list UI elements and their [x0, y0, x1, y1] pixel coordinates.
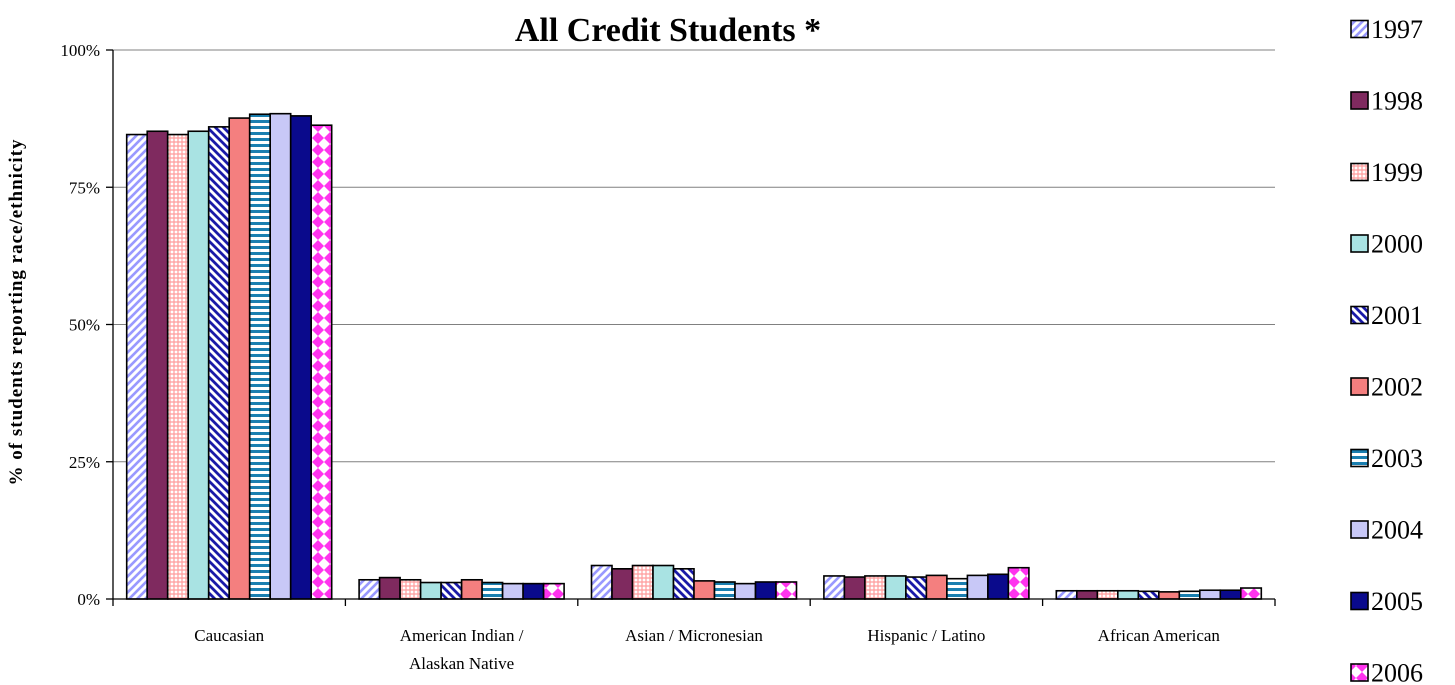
- x-tick-label: Alaskan Native: [409, 654, 514, 673]
- legend-swatch-2002: [1350, 377, 1369, 396]
- bar-2003: [481, 581, 504, 600]
- bar-1999: [1096, 589, 1119, 600]
- legend-label: 2000: [1371, 230, 1423, 259]
- legend-label: 2004: [1371, 516, 1423, 545]
- legend-label: 2006: [1371, 659, 1423, 685]
- bar-2005: [289, 115, 313, 600]
- legend-swatch-1998: [1350, 91, 1369, 110]
- bar-1999: [166, 133, 189, 600]
- bar-1999: [864, 575, 887, 600]
- axes: [112, 50, 1275, 600]
- x-axis-ticks: Caucasian American Indian / Alaskan Native…: [112, 599, 1276, 673]
- bar-2002: [460, 578, 483, 600]
- x-tick-label: African American: [1098, 626, 1221, 645]
- legend-label: 2002: [1371, 373, 1423, 402]
- chart-title: All Credit Students *: [515, 12, 821, 49]
- bar-2006: [1007, 566, 1030, 600]
- bar-2000: [187, 130, 210, 600]
- x-tick-label: Hispanic / Latino: [867, 626, 985, 645]
- bar-2002: [228, 117, 251, 600]
- legend-label: 2001: [1371, 301, 1423, 330]
- bar-2005: [522, 582, 545, 600]
- legend-label: 1999: [1371, 158, 1423, 187]
- x-tick-label: American Indian /: [400, 626, 524, 645]
- bar-2003: [713, 581, 736, 600]
- bar-2006: [310, 124, 333, 600]
- bar-2001: [440, 581, 463, 600]
- bar-2002: [693, 580, 716, 600]
- legend-swatch-2006: [1350, 663, 1369, 682]
- y-axis-label: % of students reporting race/ethnicity: [6, 139, 27, 486]
- bar-2002: [1158, 591, 1181, 600]
- bar-2005: [1219, 589, 1242, 600]
- legend: 1997 1998 1999 2000 2001 2002 2003 2004 2005 2006: [1350, 15, 1423, 685]
- bar-2002: [925, 574, 948, 600]
- bar-2004: [966, 574, 989, 600]
- bar-1997: [590, 564, 613, 600]
- y-tick-label: 25%: [69, 453, 100, 472]
- x-tick-label: Asian / Micronesian: [625, 626, 763, 645]
- legend-swatch-2000: [1350, 234, 1369, 253]
- legend-swatch-2004: [1350, 520, 1369, 539]
- bar-2005: [987, 573, 1010, 600]
- bar-1999: [631, 564, 654, 600]
- bar-2003: [1178, 590, 1201, 600]
- bar-1998: [611, 568, 634, 600]
- bar-2004: [734, 582, 757, 600]
- bar-2000: [1117, 589, 1140, 600]
- bar-1997: [823, 575, 846, 600]
- bar-2001: [207, 126, 230, 600]
- bar-2004: [269, 112, 292, 600]
- legend-swatch-1999: [1350, 162, 1369, 182]
- y-tick-label: 0%: [77, 590, 100, 609]
- bar-2005: [754, 581, 777, 600]
- legend-swatch-2005: [1350, 591, 1369, 611]
- bar-2006: [542, 582, 565, 600]
- legend-label: 2003: [1371, 444, 1423, 473]
- bar-1997: [1055, 589, 1078, 600]
- bar-2003: [248, 113, 271, 600]
- bar-2006: [775, 581, 798, 600]
- y-tick-label: 50%: [69, 316, 100, 335]
- bar-2000: [652, 564, 675, 600]
- bar-2001: [672, 568, 695, 600]
- bar-2000: [884, 575, 907, 600]
- legend-label: 1997: [1371, 15, 1423, 44]
- bar-1998: [843, 576, 866, 600]
- bar-2006: [1240, 587, 1263, 600]
- bar-1997: [125, 133, 148, 600]
- legend-swatch-2001: [1350, 305, 1369, 325]
- y-tick-label: 75%: [69, 178, 100, 197]
- legend-label: 1998: [1371, 87, 1423, 116]
- x-tick-label: Caucasian: [194, 626, 264, 645]
- bar-2001: [905, 576, 928, 600]
- bar-2003: [946, 577, 969, 600]
- bar-1997: [358, 578, 381, 600]
- bar-1998: [146, 130, 169, 600]
- bar-2001: [1137, 590, 1160, 600]
- bar-1998: [378, 576, 401, 600]
- bar-1998: [1076, 589, 1099, 600]
- bar-2004: [1199, 589, 1222, 600]
- legend-swatch-2003: [1350, 448, 1369, 468]
- bars: [125, 112, 1263, 600]
- bar-1999: [399, 578, 422, 600]
- y-tick-label: 100%: [60, 41, 100, 60]
- bar-2004: [501, 582, 524, 600]
- legend-swatch-1997: [1350, 19, 1369, 39]
- legend-label: 2005: [1371, 587, 1423, 616]
- y-axis-ticks: 0% 25% 50% 75% 100%: [60, 41, 113, 609]
- bar-2000: [419, 581, 442, 600]
